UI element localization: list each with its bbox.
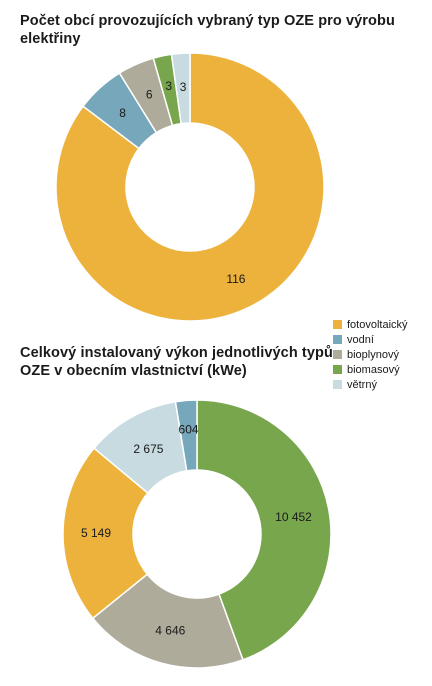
donut-2-slice-fotovoltaický bbox=[62, 447, 149, 620]
chart-2-title: Celkový instalovaný výkon jednotlivých t… bbox=[20, 345, 333, 379]
legend: fotovoltaický vodní bioplynový biomasový… bbox=[333, 317, 408, 392]
donut-1-label-vodní: 8 bbox=[119, 106, 126, 120]
legend-item-vodni: vodní bbox=[333, 332, 408, 347]
donut-2-slice-biomasový bbox=[196, 399, 332, 661]
donut-1-label-biomasový: 3 bbox=[165, 79, 172, 93]
legend-swatch bbox=[333, 320, 342, 329]
chart-1-title: Počet obcí provozujících vybraný typ OZE… bbox=[20, 13, 395, 47]
legend-label: fotovoltaický bbox=[347, 318, 408, 331]
legend-swatch bbox=[333, 365, 342, 374]
donut-1-label-bioplynový: 6 bbox=[146, 88, 153, 102]
donut-1-label-fotovoltaický: 116 bbox=[226, 272, 245, 286]
legend-item-fotovoltaicky: fotovoltaický bbox=[333, 317, 408, 332]
donut-2-label-fotovoltaický: 5 149 bbox=[81, 526, 111, 540]
legend-swatch bbox=[333, 380, 342, 389]
donut-1-slice-fotovoltaický bbox=[55, 52, 325, 322]
legend-label: větrný bbox=[347, 378, 377, 391]
legend-label: biomasový bbox=[347, 363, 400, 376]
legend-label: vodní bbox=[347, 333, 374, 346]
legend-item-biomasovy: biomasový bbox=[333, 362, 408, 377]
legend-item-vetrny: větrný bbox=[333, 377, 408, 392]
legend-label: bioplynový bbox=[347, 348, 399, 361]
donut-2-label-větrný: 2 675 bbox=[133, 442, 163, 456]
legend-item-bioplynovy: bioplynový bbox=[333, 347, 408, 362]
legend-swatch bbox=[333, 350, 342, 359]
donut-2-label-biomasový: 10 452 bbox=[275, 510, 312, 524]
donut-2-label-vodní: 604 bbox=[179, 422, 199, 436]
donut-2-label-bioplynový: 4 646 bbox=[155, 623, 185, 637]
donut-2-slice-vodní bbox=[174, 399, 198, 472]
donut-1-slice-větrný bbox=[170, 52, 191, 125]
donut-2-slice-bioplynový bbox=[91, 573, 244, 669]
donut-1-label-větrný: 3 bbox=[180, 80, 187, 94]
legend-swatch bbox=[333, 335, 342, 344]
